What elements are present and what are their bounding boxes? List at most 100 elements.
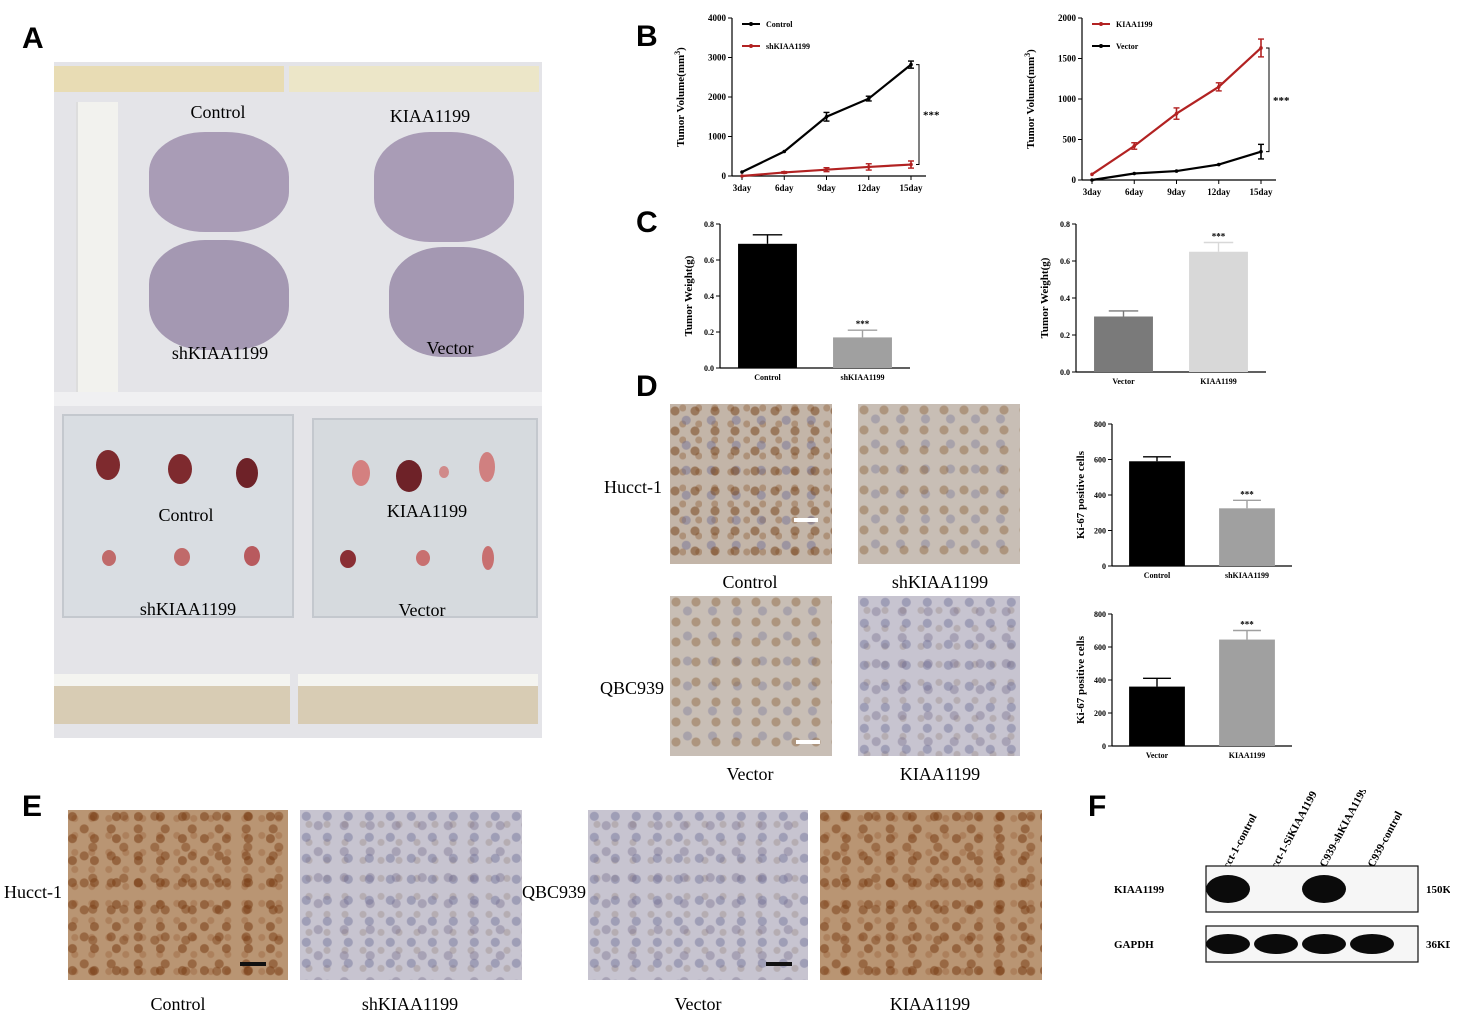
label-vector: Vector xyxy=(426,338,474,358)
e-col-control: Control xyxy=(150,994,206,1014)
ihc-e-shkiaa1199 xyxy=(300,810,522,980)
ihc-d-shkiaa1199 xyxy=(858,404,1020,564)
scale-bar xyxy=(796,740,820,744)
x-tick-label: shKIAA1199 xyxy=(840,373,884,382)
data-point xyxy=(909,62,913,67)
x-tick-label: 6day xyxy=(775,183,794,193)
data-point xyxy=(1174,169,1179,173)
label-control-plate: Control xyxy=(158,505,214,525)
d-col-shkiaa1199: shKIAA1199 xyxy=(891,572,989,592)
chart-d-bottom: 0 200 400 600 800 Ki-67 positive cells Vector K… xyxy=(1075,610,1292,760)
tumor xyxy=(352,460,370,486)
y-axis-label: Tumor Volume(mm3) xyxy=(673,47,688,147)
label-shkiaa1199: shKIAA1199 xyxy=(171,343,269,363)
y-tick-label: 0.4 xyxy=(704,292,714,301)
western-blot: Hucct-1-control Hucct-1-SiKIAA1199QBC939-… xyxy=(1114,790,1450,963)
y-axis-label: Tumor Volume(mm3) xyxy=(1023,49,1038,149)
ruler-top-left xyxy=(54,66,284,92)
data-point xyxy=(909,162,913,167)
x-tick-label: 9day xyxy=(817,183,836,193)
label-kiaa1199-plate: KIAA1199 xyxy=(386,501,468,521)
label-shkiaa1199-plate: shKIAA1199 xyxy=(139,599,237,619)
significance-label: *** xyxy=(1240,489,1254,499)
x-tick-label: shKIAA1199 xyxy=(1225,571,1269,580)
size-label: 150KD xyxy=(1426,884,1450,896)
tumor xyxy=(168,454,192,484)
y-tick-label: 400 xyxy=(1094,491,1106,500)
tumor xyxy=(244,546,260,566)
y-tick-label: 0.8 xyxy=(1060,220,1070,229)
mouse-group-kiaa1199 xyxy=(374,132,514,242)
bar-Control xyxy=(1129,461,1185,566)
y-tick-label: 1500 xyxy=(1058,54,1077,64)
y-tick-label: 0.0 xyxy=(1060,368,1070,377)
y-tick-label: 400 xyxy=(1094,676,1106,685)
data-point xyxy=(866,165,871,169)
d-row-qbc939: QBC939 xyxy=(600,678,665,698)
panel-letter-b: B xyxy=(636,20,658,53)
y-tick-label: 1000 xyxy=(1058,94,1077,104)
tumor xyxy=(236,458,258,488)
size-label: 36KD xyxy=(1426,939,1450,951)
data-point xyxy=(782,149,787,154)
bar-Control xyxy=(738,243,797,368)
x-tick-label: 15day xyxy=(899,183,923,193)
x-tick-label: Control xyxy=(754,373,781,382)
y-tick-label: 600 xyxy=(1094,643,1106,652)
blot-band xyxy=(1206,875,1250,903)
x-tick-label: 12day xyxy=(857,183,881,193)
data-point xyxy=(782,170,787,175)
data-point xyxy=(866,96,871,101)
data-point xyxy=(1132,171,1137,176)
y-axis-label: Ki-67 positive cells xyxy=(1075,635,1087,724)
e-row-qbc939: QBC939 xyxy=(522,882,587,902)
significance-label: *** xyxy=(1273,95,1290,107)
ihc-e-kiaa1199 xyxy=(820,810,1042,980)
ihc-e-control xyxy=(68,810,288,980)
bar-Vector xyxy=(1094,316,1153,372)
data-point xyxy=(1090,172,1094,177)
blot-band xyxy=(1302,875,1346,903)
y-tick-label: 1000 xyxy=(708,132,727,142)
legend-label: KIAA1199 xyxy=(1116,20,1152,29)
legend-marker xyxy=(749,22,753,26)
tumor xyxy=(96,450,120,480)
bar-KIAA1199 xyxy=(1219,639,1275,746)
legend-label: Vector xyxy=(1116,42,1139,51)
data-point xyxy=(824,114,829,119)
y-tick-label: 0.4 xyxy=(1060,294,1070,303)
panel-letter-d: D xyxy=(636,370,658,403)
bar-Vector xyxy=(1129,686,1185,746)
data-point xyxy=(740,170,744,174)
ruler-scale xyxy=(298,674,538,686)
row-label: KIAA1199 xyxy=(1114,884,1165,896)
chart-d-top: 0 200 400 600 800 Ki-67 positive cells Control… xyxy=(1075,420,1292,580)
data-point xyxy=(1259,149,1263,154)
blot-band xyxy=(1206,934,1250,954)
ihc-d-vector xyxy=(670,596,832,756)
x-tick-label: 15day xyxy=(1249,187,1273,197)
chart-c-left: 0.0 0.2 0.4 0.6 0.8 Tumor Weight(g) Control shK… xyxy=(683,220,910,382)
data-point xyxy=(740,174,744,178)
legend-marker xyxy=(1099,22,1103,26)
y-tick-label: 0 xyxy=(1102,562,1106,571)
ruler-top-right xyxy=(289,66,539,92)
chart-b-right: 0 500 1000 1500 2000 3day 6day 9day 12day 15day Tu… xyxy=(1023,13,1291,197)
significance-label: *** xyxy=(856,319,870,329)
plate-right xyxy=(312,418,538,618)
y-tick-label: 0 xyxy=(1102,742,1106,751)
legend-label: Control xyxy=(766,20,793,29)
mouse-group-shkiaa1199 xyxy=(149,240,289,350)
legend-label: shKIAA1199 xyxy=(766,42,810,51)
data-point xyxy=(1174,111,1179,116)
e-col-kiaa1199: KIAA1199 xyxy=(889,994,971,1014)
y-tick-label: 0.2 xyxy=(1060,331,1070,340)
plate-left xyxy=(62,414,294,618)
mouse-group-control xyxy=(149,132,289,232)
scale-bar xyxy=(766,962,792,966)
ruler-scale xyxy=(54,674,290,686)
tumor xyxy=(396,460,422,492)
scale-bar xyxy=(240,962,266,966)
x-tick-label: 9day xyxy=(1167,187,1186,197)
y-tick-label: 3000 xyxy=(708,53,727,63)
